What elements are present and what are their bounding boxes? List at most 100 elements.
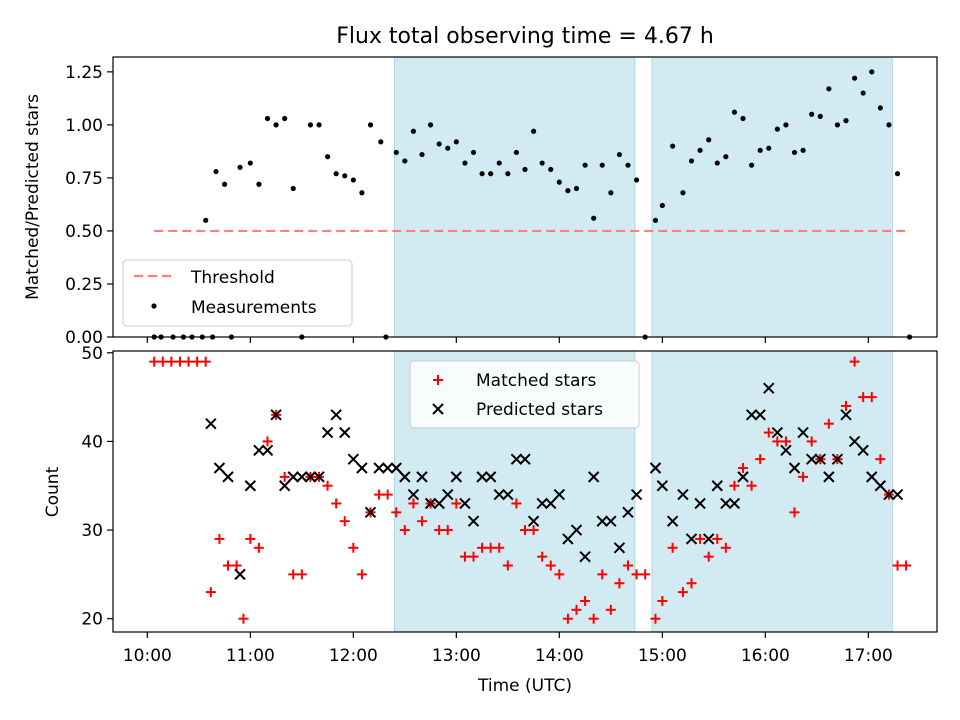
predicted-x-b	[788, 462, 801, 474]
measurement-point	[462, 160, 468, 166]
matched-star-point	[677, 587, 688, 598]
predicted-star-point	[442, 488, 454, 501]
matched-star-point	[580, 595, 591, 606]
x-tick-label: 11:00	[226, 646, 275, 666]
predicted-x-b	[780, 444, 792, 456]
predicted-star-point	[866, 471, 878, 483]
predicted-star-point	[234, 568, 246, 581]
matched-star-point	[695, 533, 706, 544]
measurement-point	[393, 149, 399, 156]
predicted-x-b	[416, 471, 428, 483]
matched-star-point	[391, 507, 402, 518]
measurement-point	[834, 122, 841, 128]
matched-star-point	[434, 525, 445, 536]
measurement-point	[852, 75, 858, 81]
x-tick-label: 15:00	[638, 646, 687, 666]
measurement-point	[496, 160, 502, 166]
measurement-point	[680, 190, 686, 196]
predicted-x-b	[745, 409, 758, 421]
predicted-star-point	[476, 471, 488, 483]
bottom-x-axis: 10:00 11:00 12:00 13:00 14:00 15:00 16:00 17:00	[123, 632, 893, 666]
matched-star-point	[339, 516, 350, 527]
predicted-star-point	[373, 462, 385, 474]
predicted-star-point	[579, 550, 591, 563]
predicted-star-point	[763, 382, 775, 394]
predicted-star-point	[685, 533, 698, 545]
matched-star-point	[571, 604, 582, 615]
measurement-point	[402, 158, 408, 164]
x-tick-label: 13:00	[432, 646, 481, 666]
x-tick-label: 16:00	[741, 646, 790, 666]
matched-star-point	[537, 551, 548, 562]
measurement-point	[324, 154, 331, 160]
predicted-x-b	[213, 462, 226, 474]
matched-star-point	[459, 551, 470, 562]
predicted-x-b	[476, 471, 488, 483]
matched-star-point	[288, 569, 299, 580]
measurement-point	[256, 181, 262, 187]
y-tick-label: 30	[81, 521, 103, 541]
predicted-x-b	[605, 515, 617, 527]
matched-star-point	[296, 569, 307, 580]
measurement-point	[290, 185, 296, 192]
predicted-x-b	[493, 488, 505, 501]
predicted-x-b	[234, 568, 246, 581]
predicted-star-point	[711, 480, 723, 492]
measurement-point	[479, 171, 485, 177]
predicted-x-b	[253, 444, 265, 456]
top-legend: Threshold Measurements	[122, 259, 353, 327]
measurement-point	[608, 190, 614, 196]
matched-star-point	[746, 480, 757, 491]
predicted-x-b	[630, 488, 643, 501]
matched-star-point	[520, 525, 530, 536]
predicted-star-point	[213, 462, 226, 474]
measurement-point	[670, 143, 676, 149]
measurement-point	[886, 122, 892, 128]
measurement-point	[591, 215, 597, 221]
predicted-star-point	[296, 471, 308, 483]
observing-windows	[394, 56, 893, 338]
predicted-x-b	[891, 488, 904, 501]
predicted-star-point	[656, 480, 669, 492]
predicted-x-b	[728, 497, 741, 510]
x-tick-label: 10:00	[123, 646, 172, 666]
predicted-star-point	[347, 453, 360, 465]
matched-star-point	[382, 489, 393, 500]
matched-star-point	[238, 613, 249, 624]
predicted-x-b	[442, 488, 454, 501]
predicted-star-point	[840, 409, 852, 421]
matched-star-point	[650, 613, 661, 624]
predicted-x-b	[467, 515, 480, 527]
matched-star-point	[823, 418, 834, 429]
predicted-star-point	[728, 497, 741, 510]
predicted-x-b	[797, 426, 809, 439]
matched-star-point	[214, 533, 225, 544]
predicted-star-point	[287, 471, 299, 483]
measurement-point	[445, 145, 451, 151]
predicted-star-point	[553, 488, 566, 501]
predicted-star-point	[814, 453, 826, 465]
predicted-legend-swatch	[432, 403, 444, 415]
predicted-x-b	[364, 506, 377, 519]
x-tick-label: 17:00	[844, 646, 893, 666]
measurement-point	[282, 115, 288, 122]
matched-star-point	[399, 525, 410, 536]
measurement-point	[877, 105, 883, 111]
predicted-star-point	[330, 409, 342, 421]
predicted-x-b	[484, 471, 497, 483]
matched-star-point	[631, 569, 642, 580]
matched-star-point	[858, 392, 869, 403]
top-axes-frame	[112, 56, 938, 338]
measurement-point	[723, 154, 729, 160]
predicted-x-b	[527, 515, 540, 527]
measurement-point	[740, 115, 746, 122]
measurement-point	[436, 141, 442, 147]
predicted-star-point	[321, 426, 334, 439]
predicted-x-b	[510, 453, 523, 465]
predicted-star-point	[222, 471, 234, 483]
bottom-legend-box	[409, 360, 640, 429]
measurement-point	[247, 160, 253, 166]
matched-star-point	[892, 560, 903, 571]
predicted-star-point	[630, 488, 643, 501]
matched-star-point	[174, 356, 185, 367]
